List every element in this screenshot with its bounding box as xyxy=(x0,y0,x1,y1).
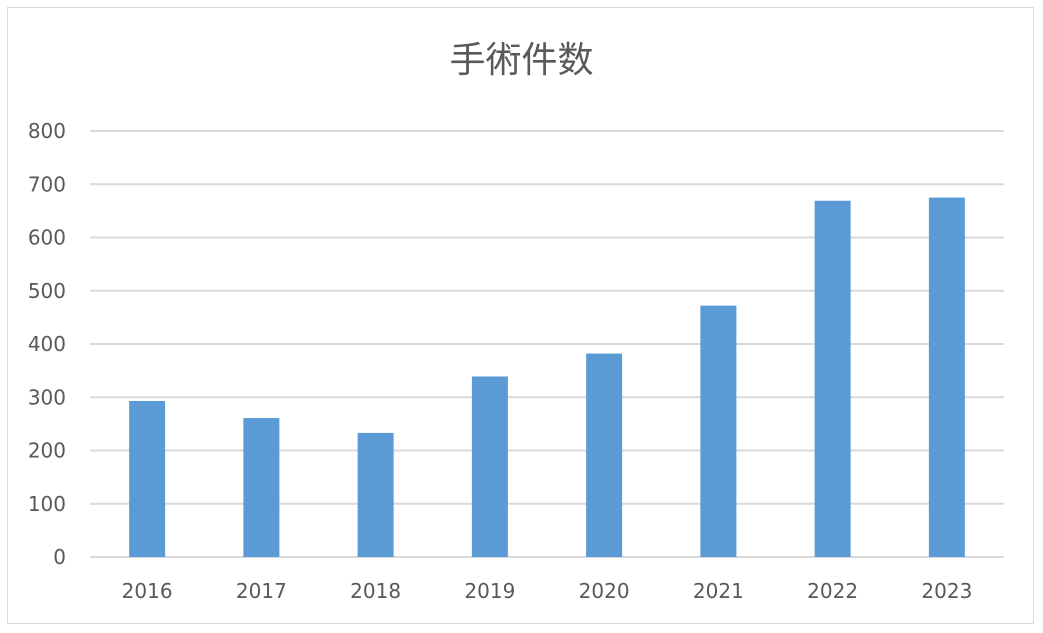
bar-2019 xyxy=(471,376,508,557)
x-tick-label: 2021 xyxy=(693,579,744,603)
bar-2022 xyxy=(814,200,851,557)
x-tick-label: 2019 xyxy=(464,579,515,603)
y-tick-label: 0 xyxy=(53,545,66,569)
x-tick-label: 2017 xyxy=(236,579,287,603)
y-tick-label: 800 xyxy=(28,119,66,143)
x-tick-label: 2022 xyxy=(807,579,858,603)
bars xyxy=(129,197,965,557)
bar-2020 xyxy=(586,353,623,557)
y-tick-label: 500 xyxy=(28,279,66,303)
y-tick-label: 600 xyxy=(28,226,66,250)
x-tick-label: 2018 xyxy=(350,579,401,603)
x-tick-label: 2016 xyxy=(122,579,173,603)
y-tick-label: 700 xyxy=(28,172,66,196)
bar-2018 xyxy=(357,432,394,557)
y-tick-label: 100 xyxy=(28,492,66,516)
x-axis-ticks: 2016 2017 2018 2019 2020 2021 2022 2023 xyxy=(122,579,973,603)
y-tick-label: 300 xyxy=(28,385,66,409)
y-tick-label: 400 xyxy=(28,332,66,356)
gridlines xyxy=(90,130,1004,558)
chart-frame xyxy=(7,7,1034,624)
bar-2023 xyxy=(928,197,965,557)
bar-2017 xyxy=(243,418,280,557)
bar-2016 xyxy=(129,400,166,557)
chart-title: 手術件数 xyxy=(449,40,594,81)
y-axis-ticks: 0 100 200 300 400 500 600 700 800 xyxy=(28,119,66,569)
bar-2021 xyxy=(700,305,737,557)
y-tick-label: 200 xyxy=(28,439,66,463)
x-tick-label: 2020 xyxy=(579,579,630,603)
x-tick-label: 2023 xyxy=(921,579,972,603)
